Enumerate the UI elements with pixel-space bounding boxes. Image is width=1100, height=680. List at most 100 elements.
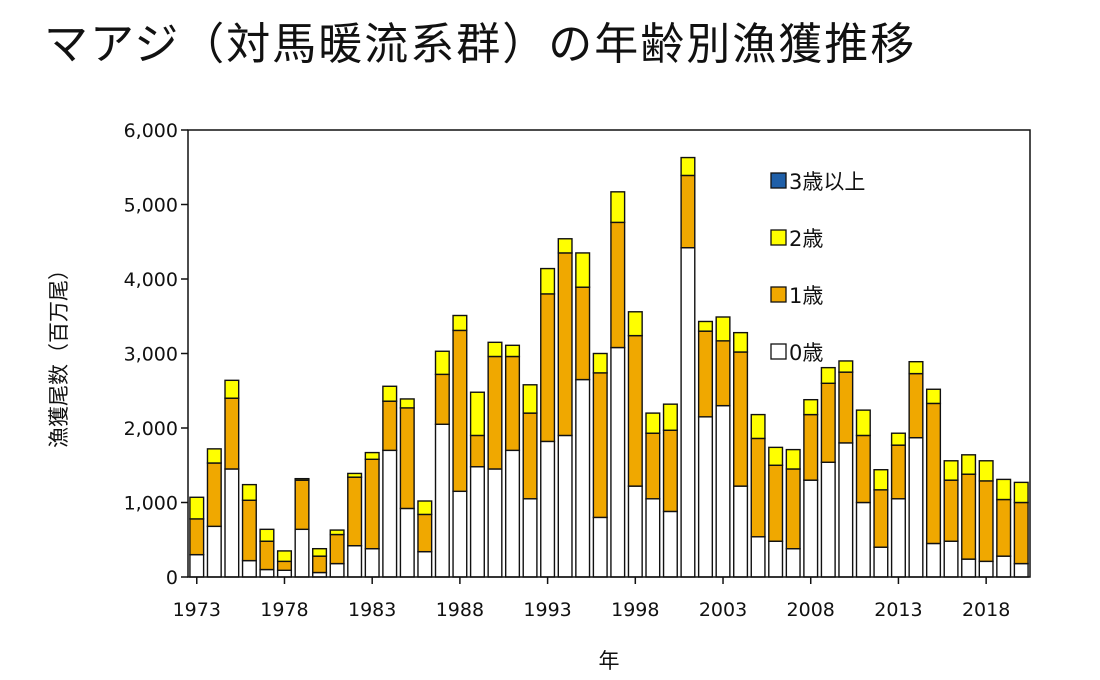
x-tick-label: 1978 xyxy=(260,599,308,621)
bar-segment-1990-0歳 xyxy=(487,468,503,578)
bar-segment-1989-0歳 xyxy=(469,466,485,578)
bar-segment-1995-0歳 xyxy=(575,378,591,578)
bar-segment-1998-2歳 xyxy=(627,311,643,337)
bar-segment-2005-2歳 xyxy=(750,413,766,440)
bar-segment-1986-1歳 xyxy=(417,513,433,553)
bar-segment-1983-2歳 xyxy=(364,451,380,460)
bar-segment-2020-0歳 xyxy=(1013,562,1029,578)
bar-segment-2001-1歳 xyxy=(680,174,696,249)
bar-segment-2013-2歳 xyxy=(890,432,906,446)
x-tick-label: 1998 xyxy=(611,599,659,621)
bar-segment-2008-0歳 xyxy=(803,479,819,578)
bar-segment-1999-2歳 xyxy=(645,412,661,434)
bar-segment-1996-2歳 xyxy=(592,352,608,374)
bar-segment-2018-0歳 xyxy=(978,560,994,578)
bar-segment-1985-0歳 xyxy=(399,507,415,578)
bar-segment-2006-0歳 xyxy=(768,540,784,578)
bar-segment-2013-0歳 xyxy=(890,498,906,578)
bar-segment-1978-2歳 xyxy=(276,550,293,563)
bar-segment-1981-1歳 xyxy=(329,533,345,565)
bar-segment-1980-2歳 xyxy=(312,547,328,557)
bar-segment-1978-1歳 xyxy=(276,560,293,571)
bar-segment-1994-2歳 xyxy=(557,238,573,254)
bar-segment-2019-2歳 xyxy=(996,478,1012,501)
bar-segment-1984-2歳 xyxy=(382,385,398,402)
bar-segment-1987-1歳 xyxy=(434,373,450,425)
bar-segment-1995-2歳 xyxy=(575,252,591,288)
bar-segment-1996-0歳 xyxy=(592,516,608,578)
x-axis-label: 年 xyxy=(599,649,620,673)
bar-segment-1999-1歳 xyxy=(645,432,661,500)
bar-segment-2004-1歳 xyxy=(733,351,749,487)
x-tick-label: 1983 xyxy=(348,599,396,621)
legend-swatch-1歳 xyxy=(770,286,787,303)
x-tick-label: 1993 xyxy=(523,599,571,621)
bar-segment-2016-0歳 xyxy=(943,540,959,578)
y-tick-label: 6,000 xyxy=(124,120,178,142)
bar-segment-1991-2歳 xyxy=(504,344,521,358)
bar-segment-2000-2歳 xyxy=(662,403,678,431)
bar-segment-2011-0歳 xyxy=(855,501,871,578)
bar-segment-2015-1歳 xyxy=(925,402,942,545)
bar-segment-1994-1歳 xyxy=(557,252,573,437)
bar-segment-1983-0歳 xyxy=(364,547,380,578)
bar-segment-1976-2歳 xyxy=(241,483,257,501)
bar-segment-1977-2歳 xyxy=(259,528,275,542)
legend-swatch-0歳 xyxy=(770,343,787,360)
bar-segment-2007-2歳 xyxy=(785,448,801,470)
x-tick-label: 2003 xyxy=(699,599,747,621)
bar-segment-1989-1歳 xyxy=(469,434,485,468)
bar-segment-1999-0歳 xyxy=(645,498,661,578)
legend-label-2歳: 2歳 xyxy=(789,227,823,251)
bar-segment-2003-2歳 xyxy=(715,316,731,342)
bar-segment-1982-0歳 xyxy=(347,545,363,578)
y-tick-label: 4,000 xyxy=(124,269,178,291)
y-tick-label: 3,000 xyxy=(124,344,178,366)
bar-segment-2006-1歳 xyxy=(768,464,784,542)
bar-segment-1973-0歳 xyxy=(189,553,205,578)
bar-segment-1978-0歳 xyxy=(276,569,293,578)
bar-segment-1984-0歳 xyxy=(382,449,398,578)
bar-segment-2004-0歳 xyxy=(733,485,749,578)
bar-segment-1974-1歳 xyxy=(206,462,222,528)
bar-segment-1981-0歳 xyxy=(329,562,345,578)
y-axis-label: 漁獲尾数（百万尾） xyxy=(47,259,71,448)
x-tick-label: 1988 xyxy=(436,599,484,621)
bar-segment-2017-0歳 xyxy=(961,558,977,578)
bar-segment-2001-0歳 xyxy=(680,247,696,578)
bar-segment-2000-1歳 xyxy=(662,429,678,513)
bar-segment-2014-0歳 xyxy=(908,436,924,578)
x-tick-label: 2018 xyxy=(962,599,1010,621)
bar-segment-2017-2歳 xyxy=(961,454,977,475)
bar-segment-2011-1歳 xyxy=(855,434,871,504)
bar-segment-1991-0歳 xyxy=(504,449,521,578)
bar-segment-1987-0歳 xyxy=(434,423,450,578)
bar-segment-2005-1歳 xyxy=(750,437,766,538)
legend-swatch-2歳 xyxy=(770,229,787,246)
x-tick-label: 1973 xyxy=(173,599,221,621)
bar-segment-2004-2歳 xyxy=(733,331,749,353)
bar-segment-1989-2歳 xyxy=(469,391,485,437)
bar-segment-1974-0歳 xyxy=(206,525,222,578)
y-tick-label: 1,000 xyxy=(124,493,178,515)
bar-segment-1988-1歳 xyxy=(452,329,468,493)
bar-segment-2009-2歳 xyxy=(820,366,836,384)
bar-segment-2007-1歳 xyxy=(785,468,801,550)
bar-segment-1975-2歳 xyxy=(224,379,240,399)
bar-segment-1993-0歳 xyxy=(540,440,556,578)
bar-segment-1984-1歳 xyxy=(382,400,398,452)
bar-segment-2010-1歳 xyxy=(838,371,854,444)
bar-segment-1982-2歳 xyxy=(347,472,363,478)
bar-segment-2000-0歳 xyxy=(662,510,678,578)
bar-segment-1986-0歳 xyxy=(417,550,433,578)
bar-segment-1976-0歳 xyxy=(241,559,257,578)
bar-segment-1988-2歳 xyxy=(452,314,468,332)
bar-segment-1981-2歳 xyxy=(329,529,345,536)
legend-label-3歳以上: 3歳以上 xyxy=(789,170,865,194)
bar-segment-2010-0歳 xyxy=(838,442,854,578)
bar-segment-2014-1歳 xyxy=(908,372,924,439)
bar-segment-2009-0歳 xyxy=(820,461,836,578)
bar-segment-2002-0歳 xyxy=(697,416,714,578)
bar-segment-2012-1歳 xyxy=(873,489,889,548)
bar-segment-1979-2歳 xyxy=(294,477,310,481)
